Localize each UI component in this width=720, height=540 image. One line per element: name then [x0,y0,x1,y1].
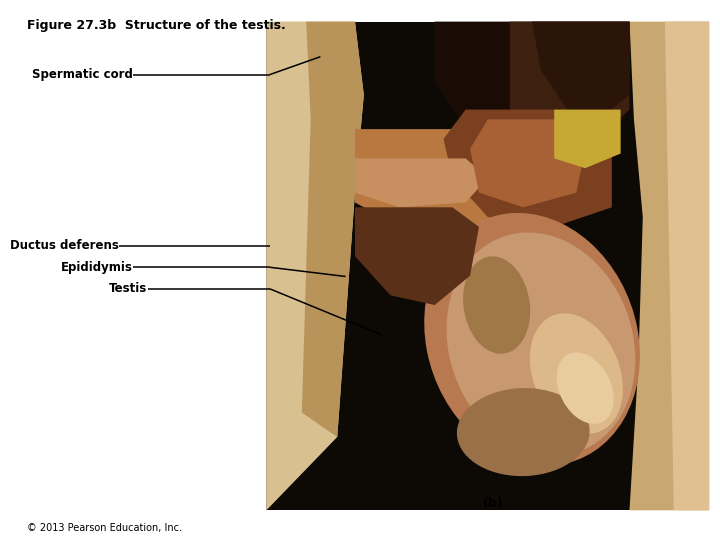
Text: Ductus deferens: Ductus deferens [10,239,119,252]
Text: Spermatic cord: Spermatic cord [32,68,133,81]
Polygon shape [629,22,709,510]
Polygon shape [302,22,364,437]
Polygon shape [470,119,585,207]
Polygon shape [355,207,479,305]
Ellipse shape [530,313,623,434]
Polygon shape [444,110,612,227]
Ellipse shape [463,256,530,354]
Polygon shape [510,22,629,158]
Text: Figure 27.3b  Structure of the testis.: Figure 27.3b Structure of the testis. [27,19,286,32]
Text: © 2013 Pearson Education, Inc.: © 2013 Pearson Education, Inc. [27,523,182,533]
Ellipse shape [457,388,590,476]
Ellipse shape [557,352,614,424]
Polygon shape [665,22,709,510]
Ellipse shape [446,232,635,456]
Text: Epididymis: Epididymis [61,261,133,274]
Text: (b): (b) [483,497,503,510]
Bar [266,22,709,510]
Text: Testis: Testis [109,282,148,295]
Polygon shape [355,129,554,237]
Polygon shape [554,110,621,168]
Ellipse shape [424,213,640,465]
Polygon shape [355,158,488,207]
Polygon shape [435,22,629,178]
Polygon shape [266,22,364,510]
Polygon shape [266,22,311,510]
Polygon shape [532,22,629,119]
